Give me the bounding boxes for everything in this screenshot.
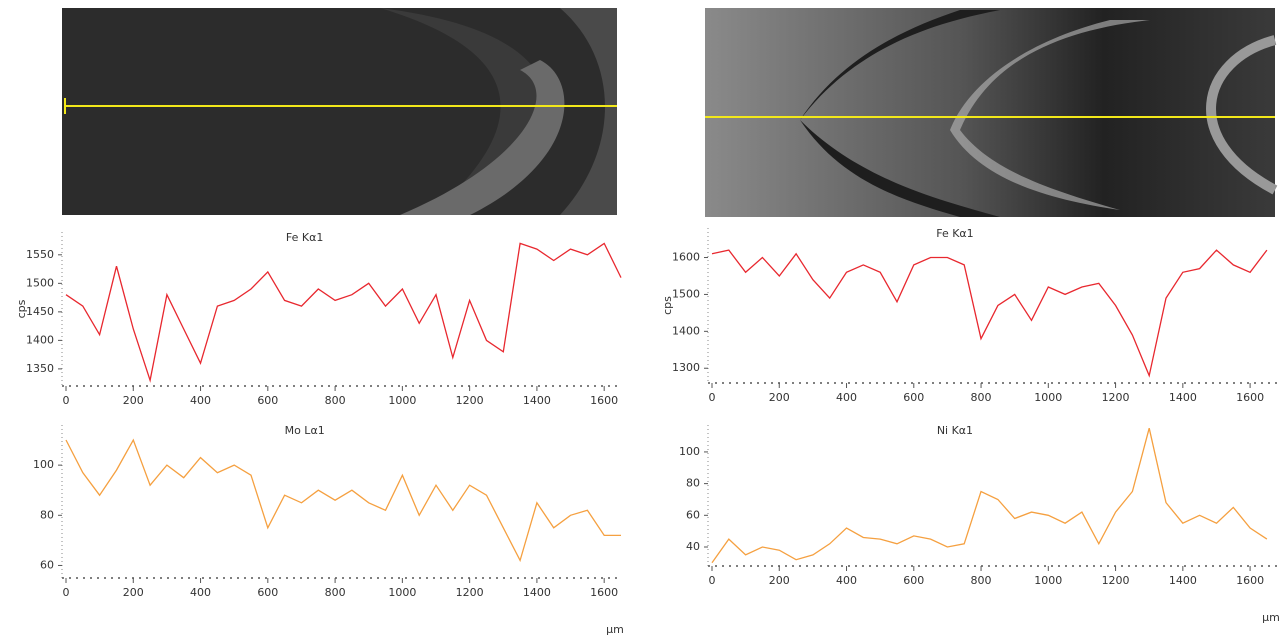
y-axis-label: cps — [15, 299, 28, 318]
image-feature — [560, 8, 617, 215]
x-tick-label: 1000 — [1034, 391, 1062, 404]
x-tick-label: 200 — [769, 574, 790, 587]
x-tick-label: 600 — [903, 391, 924, 404]
x-tick-label: 800 — [971, 391, 992, 404]
data-line — [65, 438, 621, 563]
x-tick-label: 0 — [709, 391, 716, 404]
x-tick-label: 1200 — [456, 394, 484, 407]
y-tick-label: 80 — [40, 508, 54, 521]
x-tick-label: 1200 — [1102, 574, 1130, 587]
x-tick-label: 600 — [257, 586, 278, 599]
x-tick-label: 1600 — [1236, 574, 1264, 587]
data-line — [65, 242, 622, 383]
y-tick-label: 60 — [686, 508, 700, 521]
y-tick-label: 100 — [679, 445, 700, 458]
x-tick-label: 1000 — [388, 394, 416, 407]
y-tick-label: 1350 — [26, 362, 54, 375]
x-tick-label: 1400 — [1169, 391, 1197, 404]
x-tick-label: 0 — [63, 586, 70, 599]
x-tick-label: 200 — [769, 391, 790, 404]
x-tick-label: 1200 — [456, 586, 484, 599]
data-line — [711, 249, 1268, 378]
x-tick-label: 1000 — [1034, 574, 1062, 587]
x-tick-label: 0 — [63, 394, 70, 407]
x-tick-label: 1400 — [523, 586, 551, 599]
x-tick-label: 0 — [709, 574, 716, 587]
y-tick-label: 1300 — [672, 361, 700, 374]
chart-title: Fe Kα1 — [286, 231, 323, 244]
x-tick-label: 400 — [190, 394, 211, 407]
x-tick-label: 1400 — [1169, 574, 1197, 587]
x-tick-label: 1600 — [590, 394, 618, 407]
y-tick-label: 1550 — [26, 248, 54, 261]
chart-title: Fe Kα1 — [936, 227, 973, 240]
x-tick-label: 800 — [325, 394, 346, 407]
x-tick-label: 800 — [971, 574, 992, 587]
y-tick-label: 1500 — [672, 287, 700, 300]
x-tick-label: 1400 — [523, 394, 551, 407]
y-tick-label: 1400 — [26, 333, 54, 346]
x-tick-label: 200 — [123, 586, 144, 599]
x-tick-label: 400 — [836, 574, 857, 587]
x-tick-label: 1000 — [388, 586, 416, 599]
sem-image-left — [62, 8, 617, 215]
image-feature — [400, 60, 565, 215]
x-tick-label: 1600 — [1236, 391, 1264, 404]
image-feature — [1206, 35, 1278, 195]
x-tick-label: 600 — [903, 574, 924, 587]
data-line — [711, 428, 1268, 564]
x-tick-label: 1600 — [590, 586, 618, 599]
x-tick-label: 600 — [257, 394, 278, 407]
x-tick-label: 400 — [836, 391, 857, 404]
x-axis-label: µm — [1262, 611, 1280, 624]
chart-title: Ni Kα1 — [937, 424, 973, 437]
y-tick-label: 1500 — [26, 276, 54, 289]
y-tick-label: 1400 — [672, 324, 700, 337]
x-axis-label: µm — [606, 623, 624, 636]
x-tick-label: 800 — [325, 586, 346, 599]
y-tick-label: 1450 — [26, 305, 54, 318]
y-tick-label: 60 — [40, 558, 54, 571]
x-tick-label: 1200 — [1102, 391, 1130, 404]
chart-title: Mo Lα1 — [285, 424, 325, 437]
y-tick-label: 100 — [33, 458, 54, 471]
y-tick-label: 1600 — [672, 251, 700, 264]
y-tick-label: 80 — [686, 477, 700, 490]
image-feature — [800, 10, 1000, 217]
x-tick-label: 400 — [190, 586, 211, 599]
sem-image-right — [705, 8, 1278, 217]
y-tick-label: 40 — [686, 540, 700, 553]
x-tick-label: 200 — [123, 394, 144, 407]
y-axis-label: cps — [661, 296, 674, 315]
image-background — [705, 8, 1275, 217]
